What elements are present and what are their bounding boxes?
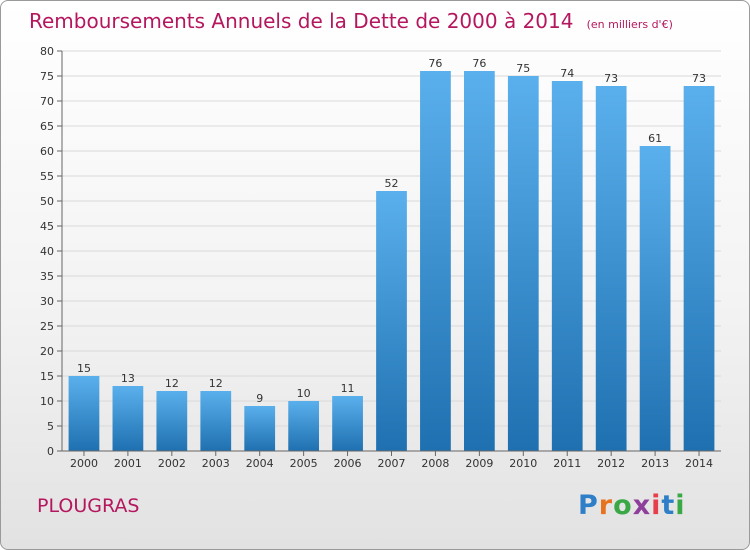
axes: 0 5 10 15 20 25 30 35 40 45 50 55 60 65 70 75 80 2000 2001… (40, 45, 721, 470)
x-tick-label: 2013 (641, 457, 669, 470)
y-tick-label: 80 (40, 45, 54, 58)
data-label: 73 (692, 72, 706, 85)
y-tick-label: 75 (40, 70, 54, 83)
y-tick-label: 65 (40, 120, 54, 133)
bar (551, 81, 583, 451)
y-tick-label: 45 (40, 220, 54, 233)
bar (376, 191, 407, 451)
bars: 15 13 12 12 9 10 11 52 76 76 75 74 73 61 73 (68, 57, 715, 451)
y-tick-label: 55 (40, 170, 54, 183)
bar (244, 406, 276, 451)
data-label: 12 (209, 377, 223, 390)
x-tick-label: 2007 (378, 457, 406, 470)
bar (595, 86, 627, 451)
logo-letter: P (578, 490, 599, 521)
logo-letter: t (661, 490, 676, 521)
y-tick-label: 50 (40, 195, 54, 208)
unit-text: (en milliers d'€) (586, 18, 673, 31)
bar (156, 391, 188, 451)
x-tick-label: 2003 (202, 457, 230, 470)
x-tick-label: 2006 (334, 457, 362, 470)
x-tick-label: 2000 (70, 457, 98, 470)
data-label: 10 (297, 387, 311, 400)
x-tick-label: 2010 (509, 457, 537, 470)
logo-letter: o (613, 490, 633, 521)
bar (332, 396, 363, 451)
data-label: 75 (516, 62, 530, 75)
data-label: 61 (648, 132, 662, 145)
y-tick-label: 5 (47, 420, 54, 433)
bar (200, 391, 232, 451)
x-tick-label: 2009 (465, 457, 493, 470)
data-label: 52 (385, 177, 399, 190)
title-text: Remboursements Annuels de la Dette de 20… (29, 9, 574, 33)
x-tick-label: 2004 (246, 457, 274, 470)
y-tick-label: 30 (40, 295, 54, 308)
logo-letter: r (598, 490, 614, 521)
x-tick-label: 2014 (685, 457, 713, 470)
x-tick-label: 2001 (114, 457, 142, 470)
chart-title: Remboursements Annuels de la Dette de 20… (29, 9, 673, 33)
bar (463, 71, 495, 451)
y-tick-label: 15 (40, 370, 54, 383)
x-tick-label: 2012 (597, 457, 625, 470)
bar (507, 76, 539, 451)
bar (639, 146, 671, 451)
y-tick-label: 40 (40, 245, 54, 258)
bar (288, 401, 320, 451)
bar (68, 376, 100, 451)
x-tick-label: 2011 (553, 457, 581, 470)
x-tick-label: 2002 (158, 457, 186, 470)
bar (683, 86, 715, 451)
commune-name: PLOUGRAS (37, 495, 140, 517)
data-label: 12 (165, 377, 179, 390)
y-tick-label: 35 (40, 270, 54, 283)
data-label: 11 (341, 382, 355, 395)
data-label: 15 (77, 362, 91, 375)
y-tick-label: 0 (47, 445, 54, 458)
bar (420, 71, 451, 451)
bar (112, 386, 144, 451)
y-tick-label: 70 (40, 95, 54, 108)
x-tick-label: 2008 (421, 457, 449, 470)
y-tick-label: 25 (40, 320, 54, 333)
data-label: 76 (472, 57, 486, 70)
y-tick-label: 10 (40, 395, 54, 408)
data-label: 9 (256, 392, 263, 405)
data-label: 13 (121, 372, 135, 385)
y-tick-label: 60 (40, 145, 54, 158)
logo-letter: i (675, 490, 686, 521)
logo-letter: x (632, 490, 652, 521)
data-label: 76 (428, 57, 442, 70)
data-label: 73 (604, 72, 618, 85)
x-tick-label: 2005 (290, 457, 318, 470)
logo-letter: i (651, 490, 662, 521)
data-label: 74 (560, 67, 574, 80)
y-tick-label: 20 (40, 345, 54, 358)
proxiti-logo[interactable]: Proxiti (578, 490, 686, 521)
